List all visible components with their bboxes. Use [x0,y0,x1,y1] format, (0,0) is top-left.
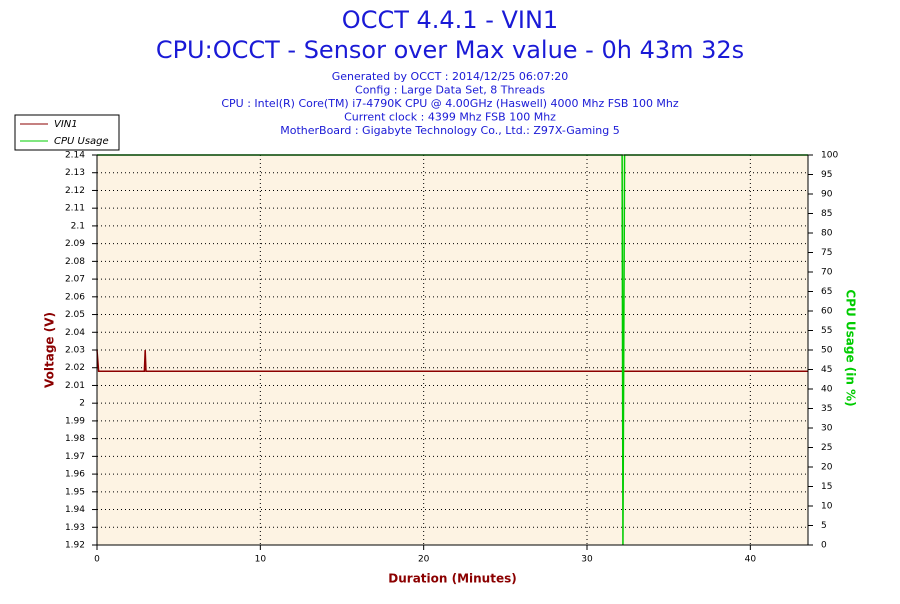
x-axis-title: Duration (Minutes) [388,572,516,586]
y-tick-label: 1.99 [65,416,85,426]
y2-tick-label: 40 [821,385,833,395]
y2-tick-label: 25 [821,443,832,453]
x-tick-label: 0 [94,555,100,565]
y-tick-label: 2.07 [65,275,85,285]
legend-box [14,114,120,151]
y-tick-label: 1.93 [65,523,85,533]
y2-tick-label: 70 [821,268,833,278]
y2-tick-label: 60 [821,307,833,317]
chart-subtitle: CPU:OCCT - Sensor over Max value - 0h 43… [156,36,744,64]
x-tick-label: 40 [745,555,757,565]
legend-label: VIN1 [54,119,78,130]
y2-tick-label: 55 [821,326,832,336]
y-tick-label: 2.14 [65,151,85,161]
x-tick-label: 10 [255,555,267,565]
x-tick-label: 30 [581,555,593,565]
y-tick-label: 2.13 [65,168,85,178]
y2-tick-label: 30 [821,424,833,434]
y2-tick-label: 100 [821,151,838,161]
info-line: Generated by OCCT : 2014/12/25 06:07:20 [332,70,569,83]
y-tick-label: 2.03 [65,346,85,356]
y-tick-label: 2.09 [65,239,85,249]
legend-label: CPU Usage [54,136,109,147]
series-line [96,349,808,373]
y-tick-label: 2.1 [71,221,85,231]
y2-tick-label: 95 [821,170,832,180]
y2-tick-label: 65 [821,287,832,297]
chart-title: OCCT 4.4.1 - VIN1 [342,6,558,34]
y2-tick-label: 50 [821,346,833,356]
info-line: Current clock : 4399 Mhz FSB 100 Mhz [344,111,556,124]
y2-tick-label: 10 [821,502,833,512]
y-tick-label: 2.05 [65,310,85,320]
y-tick-label: 1.95 [65,487,85,497]
y-tick-label: 1.94 [65,505,85,515]
y2-tick-label: 0 [821,541,827,551]
x-tick-label: 20 [418,555,430,565]
y-tick-label: 2.06 [65,292,85,302]
y2-axis-title: CPU Usage (in %) [844,289,858,406]
y2-tick-label: 75 [821,248,832,258]
y-tick-label: 2.08 [65,257,85,267]
y-tick-label: 1.97 [65,452,85,462]
info-line: CPU : Intel(R) Core(TM) i7-4790K CPU @ 4… [221,97,679,110]
y-tick-label: 2.11 [65,204,85,214]
y-tick-label: 2.12 [65,186,85,196]
info-line: MotherBoard : Gigabyte Technology Co., L… [280,124,620,137]
plot-frame [96,154,809,546]
y-tick-label: 2.01 [65,381,85,391]
y2-tick-label: 20 [821,463,833,473]
y-axis-title: Voltage (V) [43,312,57,388]
y-tick-label: 2.02 [65,363,85,373]
y2-tick-label: 85 [821,209,832,219]
y-tick-label: 2 [79,399,85,409]
y-tick-label: 1.98 [65,434,85,444]
y-tick-label: 1.96 [65,470,85,480]
y2-tick-label: 80 [821,229,833,239]
y-tick-label: 2.04 [65,328,85,338]
y2-tick-label: 90 [821,190,833,200]
y2-tick-label: 45 [821,365,832,375]
y2-tick-label: 5 [821,521,827,531]
y2-tick-label: 15 [821,482,832,492]
info-line: Config : Large Data Set, 8 Threads [355,84,545,97]
y2-tick-label: 35 [821,404,832,414]
y-tick-label: 1.92 [65,541,85,551]
